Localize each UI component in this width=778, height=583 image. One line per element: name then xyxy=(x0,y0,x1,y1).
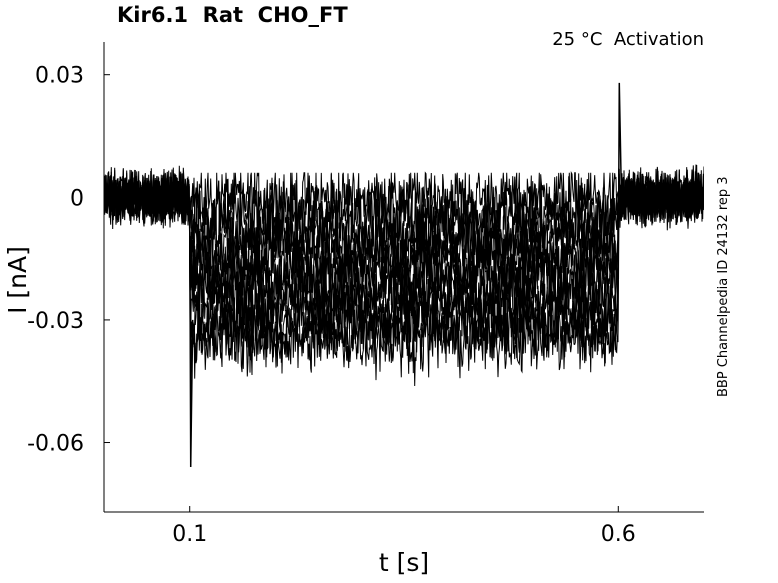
onset-transient xyxy=(188,197,194,468)
axes xyxy=(103,42,704,513)
chart-title: Kir6.1 Rat CHO_FT xyxy=(117,3,348,27)
ticks: 0.03 0 -0.03 -0.06 0.1 0.6 xyxy=(27,64,636,547)
y-tick-label: -0.03 xyxy=(27,309,84,334)
current-trace xyxy=(104,168,704,387)
current-traces xyxy=(104,82,704,468)
y-tick-label: 0 xyxy=(70,186,84,211)
x-tick-label: 0.1 xyxy=(172,522,207,547)
y-tick-label: 0.03 xyxy=(35,64,84,89)
source-id-label: BBP Channelpedia ID 24132 rep 3 xyxy=(716,176,731,397)
x-tick-label: 0.6 xyxy=(601,522,636,547)
y-tick-label: -0.06 xyxy=(27,432,84,457)
x-axis-label: t [s] xyxy=(378,548,430,577)
current-trace xyxy=(104,164,704,374)
current-trace xyxy=(104,169,704,351)
y-axis-label: I [nA] xyxy=(3,246,32,314)
offset-transient xyxy=(617,82,623,280)
temperature-annotation: 25 °C Activation xyxy=(552,29,704,50)
